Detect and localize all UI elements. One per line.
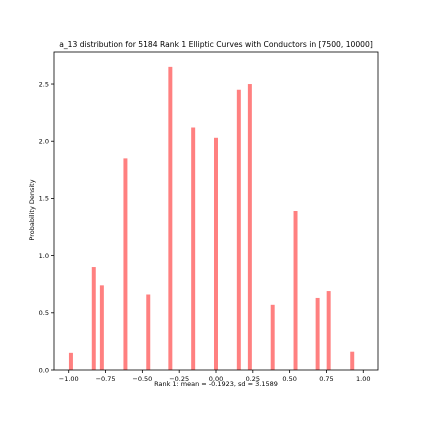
x-tick-label-5: 0.25 bbox=[246, 375, 260, 383]
plot-area: −1.00 −0.75 −0.50 −0.25 0.00 0.25 0.50 0.75 1.00… bbox=[39, 51, 379, 383]
y-tick-label-4: 2.0 bbox=[39, 138, 49, 146]
x-tick-label-4: 0.00 bbox=[209, 375, 223, 383]
bar-3 bbox=[123, 158, 128, 370]
bar-10 bbox=[270, 304, 275, 370]
bar-0 bbox=[68, 352, 73, 370]
y-tick-label-3: 1.5 bbox=[39, 195, 49, 203]
y-tick-label-5: 2.5 bbox=[39, 80, 49, 88]
bar-2 bbox=[99, 285, 104, 370]
x-axis-ticks: −1.00 −0.75 −0.50 −0.25 0.00 0.25 0.50 0.75 1.00 bbox=[59, 370, 371, 383]
bar-14 bbox=[350, 351, 355, 370]
x-tick-label-0: −1.00 bbox=[59, 375, 79, 383]
y-tick-label-2: 1.0 bbox=[39, 252, 49, 260]
y-tick-label-0: 0.0 bbox=[39, 366, 49, 374]
bar-13 bbox=[326, 291, 331, 370]
y-axis-ticks: 0.0 0.5 1.0 1.5 2.0 2.5 bbox=[39, 80, 54, 374]
bar-7 bbox=[214, 137, 218, 370]
bar-6 bbox=[191, 127, 196, 370]
bar-series bbox=[68, 66, 355, 371]
y-tick-label-1: 0.5 bbox=[39, 309, 49, 317]
x-tick-label-3: −0.25 bbox=[169, 375, 189, 383]
x-tick-label-8: 1.00 bbox=[356, 375, 370, 383]
bar-11 bbox=[293, 211, 298, 370]
bar-1 bbox=[91, 267, 96, 370]
x-tick-label-6: 0.50 bbox=[282, 375, 296, 383]
bar-4 bbox=[146, 294, 151, 370]
bar-12 bbox=[315, 297, 320, 370]
chart-title: a_13 distribution for 5184 Rank 1 Ellipt… bbox=[59, 40, 373, 49]
bar-8 bbox=[236, 89, 241, 370]
x-axis-label: Rank 1: mean = -0.1923, sd = 3.1589 bbox=[154, 380, 278, 388]
y-axis-label: Probability Density bbox=[28, 179, 36, 240]
x-tick-label-7: 0.75 bbox=[319, 375, 333, 383]
bar-9 bbox=[247, 84, 252, 370]
bar-5 bbox=[168, 66, 173, 371]
x-tick-label-2: −0.50 bbox=[132, 375, 152, 383]
x-tick-label-1: −0.75 bbox=[96, 375, 116, 383]
